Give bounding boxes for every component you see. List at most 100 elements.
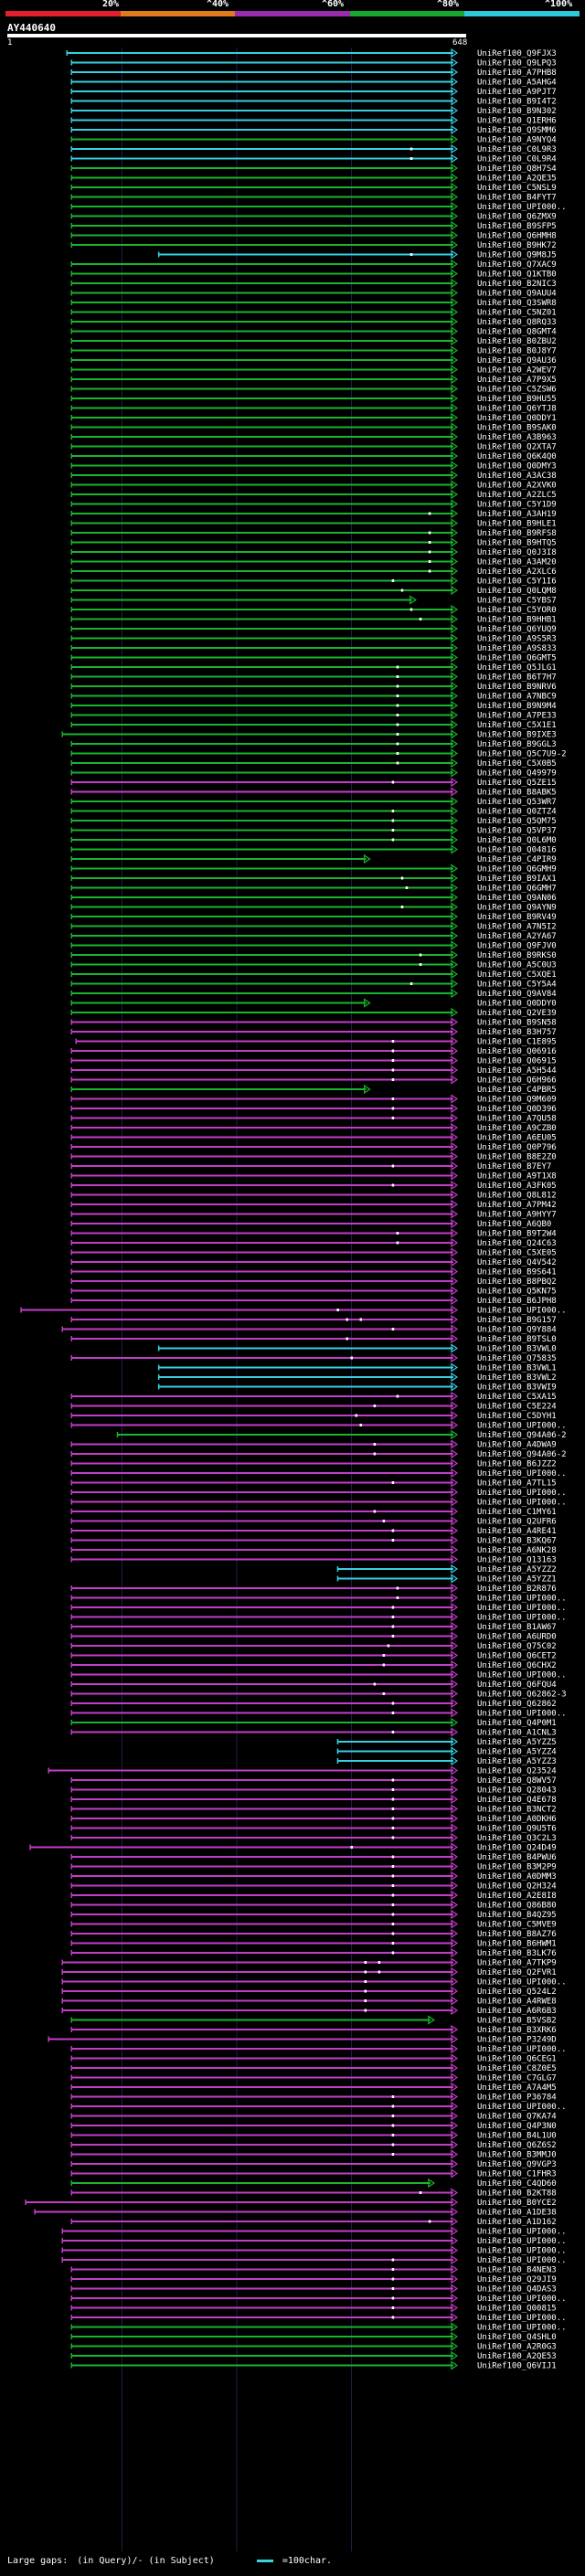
hit-row[interactable]: UniRef100_B4L1U0 xyxy=(70,2130,557,2141)
hit-row[interactable]: UniRef100_Q9AN06 xyxy=(70,892,557,903)
hit-label[interactable]: UniRef100_UPI000.. xyxy=(477,2228,567,2237)
hit-label[interactable]: UniRef100_B2NIC3 xyxy=(477,280,557,289)
hit-row[interactable]: UniRef100_Q8WV57 xyxy=(70,1775,557,1786)
hit-label[interactable]: UniRef100_C4PBR5 xyxy=(477,1086,557,1095)
hit-row[interactable]: UniRef100_Q6GMH9 xyxy=(70,864,557,875)
hit-label[interactable]: UniRef100_Q3SWR8 xyxy=(477,299,557,308)
hit-row[interactable]: UniRef100_Q6YTJ8 xyxy=(70,403,557,414)
hit-label[interactable]: UniRef100_C0L9R3 xyxy=(477,145,557,154)
hit-label[interactable]: UniRef100_UPI000.. xyxy=(477,2295,567,2304)
hit-label[interactable]: UniRef100_C5YBS7 xyxy=(477,597,557,606)
hit-label[interactable]: UniRef100_P3249D xyxy=(477,2036,557,2045)
hit-row[interactable]: UniRef100_B4QZ95 xyxy=(70,1909,557,1920)
hit-row[interactable]: UniRef100_B5VSB2 xyxy=(70,2015,557,2026)
hit-label[interactable]: UniRef100_UPI000.. xyxy=(477,1489,567,1498)
hit-label[interactable]: UniRef100_A7N5I2 xyxy=(477,923,557,932)
hit-label[interactable]: UniRef100_A2ZLC5 xyxy=(477,491,557,500)
hit-row[interactable]: UniRef100_Q04816 xyxy=(70,844,557,855)
hit-label[interactable]: UniRef100_Q9SMM6 xyxy=(477,126,557,135)
hit-label[interactable]: UniRef100_UPI000.. xyxy=(477,1307,567,1316)
hit-label[interactable]: UniRef100_Q2H324 xyxy=(477,1882,557,1892)
hit-row[interactable]: UniRef100_C5Y1I6 xyxy=(70,576,557,587)
hit-row[interactable]: UniRef100_Q62862 xyxy=(70,1698,557,1709)
hit-row[interactable]: UniRef100_Q0L6M0 xyxy=(70,834,557,845)
hit-row[interactable]: UniRef100_B2KT88 xyxy=(70,2188,557,2199)
hit-label[interactable]: UniRef100_Q4P0M1 xyxy=(477,1719,557,1728)
hit-label[interactable]: UniRef100_UPI000.. xyxy=(477,1469,567,1479)
hit-row[interactable]: UniRef100_Q6CET2 xyxy=(70,1650,557,1661)
hit-label[interactable]: UniRef100_UPI000.. xyxy=(477,1595,567,1604)
hit-row[interactable]: UniRef100_A7PE33 xyxy=(70,710,557,721)
hit-label[interactable]: UniRef100_A4RE41 xyxy=(477,1527,557,1536)
hit-row[interactable]: UniRef100_UPI000.. xyxy=(70,2322,567,2333)
hit-row[interactable]: UniRef100_Q0J3I8 xyxy=(70,546,557,557)
hit-row[interactable]: UniRef100_Q4DAS3 xyxy=(70,2284,557,2295)
hit-row[interactable]: UniRef100_A4RE41 xyxy=(70,1525,557,1536)
hit-row[interactable]: UniRef100_Q0DDY1 xyxy=(70,412,557,423)
hit-label[interactable]: UniRef100_Q6GMT5 xyxy=(477,654,557,663)
hit-label[interactable]: UniRef100_Q4E678 xyxy=(477,1796,557,1805)
hit-row[interactable]: UniRef100_B9T2W4 xyxy=(70,1228,557,1239)
hit-label[interactable]: UniRef100_Q75835 xyxy=(477,1354,557,1363)
hit-row[interactable]: UniRef100_UPI000.. xyxy=(70,1420,567,1431)
hit-row[interactable]: UniRef100_Q8GMT4 xyxy=(70,326,557,337)
hit-row[interactable]: UniRef100_Q0D396 xyxy=(70,1103,557,1114)
hit-row[interactable]: UniRef100_UPI000.. xyxy=(70,1670,567,1680)
hit-label[interactable]: UniRef100_B3MMJ0 xyxy=(477,2151,557,2160)
hit-row[interactable]: UniRef100_Q62862-3 xyxy=(70,1689,567,1700)
hit-row[interactable]: UniRef100_Q0ZTZ4 xyxy=(70,806,557,817)
hit-label[interactable]: UniRef100_Q7KA74 xyxy=(477,2113,557,2122)
hit-row[interactable]: UniRef100_A2QE35 xyxy=(70,173,557,184)
hit-row[interactable]: UniRef100_Q9AU36 xyxy=(70,355,557,366)
hit-row[interactable]: UniRef100_Q2XTA7 xyxy=(70,441,557,452)
hit-row[interactable]: UniRef100_Q75C02 xyxy=(70,1640,557,1651)
hit-label[interactable]: UniRef100_Q24D49 xyxy=(477,1844,557,1853)
hit-row[interactable]: UniRef100_B8PBQ2 xyxy=(70,1276,557,1287)
hit-label[interactable]: UniRef100_Q6Z6S2 xyxy=(477,2141,557,2150)
hit-label[interactable]: UniRef100_Q0ZTZ4 xyxy=(477,808,557,817)
hit-row[interactable]: UniRef100_A2E8I8 xyxy=(70,1890,557,1901)
hit-row[interactable]: UniRef100_Q8RQ33 xyxy=(70,316,557,327)
hit-row[interactable]: UniRef100_A1D162 xyxy=(70,2216,557,2227)
hit-row[interactable]: UniRef100_A2QE53 xyxy=(70,2350,557,2361)
hit-row[interactable]: UniRef100_A1CNL3 xyxy=(70,1727,557,1738)
hit-row[interactable]: UniRef100_A5YZZ3 xyxy=(336,1755,557,1766)
hit-label[interactable]: UniRef100_A5YZZ1 xyxy=(477,1575,557,1585)
hit-label[interactable]: UniRef100_C5MVE9 xyxy=(477,1921,557,1930)
hit-row[interactable]: UniRef100_UPI000.. xyxy=(61,2235,567,2246)
hit-row[interactable]: UniRef100_A5YZZ1 xyxy=(336,1574,557,1585)
hit-row[interactable]: UniRef100_B0J8Y7 xyxy=(70,345,557,356)
hit-label[interactable]: UniRef100_UPI000.. xyxy=(477,2103,567,2112)
hit-label[interactable]: UniRef100_A6NK28 xyxy=(477,1546,557,1555)
hit-row[interactable]: UniRef100_UPI000.. xyxy=(61,2226,567,2237)
hit-row[interactable]: UniRef100_C4PIR9 xyxy=(70,853,557,864)
hit-row[interactable]: UniRef100_Q6YUQ9 xyxy=(70,623,557,634)
hit-label[interactable]: UniRef100_A2QE53 xyxy=(477,2352,557,2361)
hit-label[interactable]: UniRef100_A9T1X8 xyxy=(477,1172,557,1182)
hit-row[interactable]: UniRef100_B7EY7 xyxy=(70,1161,551,1171)
hit-label[interactable]: UniRef100_Q6GMH9 xyxy=(477,865,557,875)
hit-label[interactable]: UniRef100_Q1ERH6 xyxy=(477,117,557,126)
hit-row[interactable]: UniRef100_Q6FQU4 xyxy=(70,1679,557,1690)
hit-row[interactable]: UniRef100_UPI000.. xyxy=(70,1708,567,1719)
hit-row[interactable]: UniRef100_B3LK76 xyxy=(70,1947,557,1958)
hit-label[interactable]: UniRef100_B3VWL1 xyxy=(477,1364,557,1373)
hit-row[interactable]: UniRef100_B3XRK6 xyxy=(70,2024,557,2035)
hit-row[interactable]: UniRef100_A9PJT7 xyxy=(70,86,557,97)
hit-label[interactable]: UniRef100_Q4SHL0 xyxy=(477,2333,557,2342)
hit-label[interactable]: UniRef100_C1E895 xyxy=(477,1038,557,1047)
hit-row[interactable]: UniRef100_A9T1X8 xyxy=(70,1171,557,1182)
hit-label[interactable]: UniRef100_UPI000.. xyxy=(477,1604,567,1613)
hit-row[interactable]: UniRef100_Q1ERH6 xyxy=(70,115,557,126)
hit-label[interactable]: UniRef100_A1D162 xyxy=(477,2218,557,2227)
hit-row[interactable]: UniRef100_Q86B80 xyxy=(70,1900,557,1911)
hit-row[interactable]: UniRef100_C5Y5A4 xyxy=(70,979,557,990)
hit-label[interactable]: UniRef100_C5X1E1 xyxy=(477,721,557,730)
hit-row[interactable]: UniRef100_C5X1E1 xyxy=(70,719,557,730)
hit-label[interactable]: UniRef100_Q524L2 xyxy=(477,1988,557,1997)
hit-label[interactable]: UniRef100_C5XQE1 xyxy=(477,970,557,980)
hit-row[interactable]: UniRef100_B9N302 xyxy=(70,105,557,116)
hit-row[interactable]: UniRef100_B9G157 xyxy=(70,1314,557,1325)
hit-label[interactable]: UniRef100_A9S5R3 xyxy=(477,635,557,644)
hit-row[interactable]: UniRef100_A5YZZ4 xyxy=(336,1746,557,1757)
